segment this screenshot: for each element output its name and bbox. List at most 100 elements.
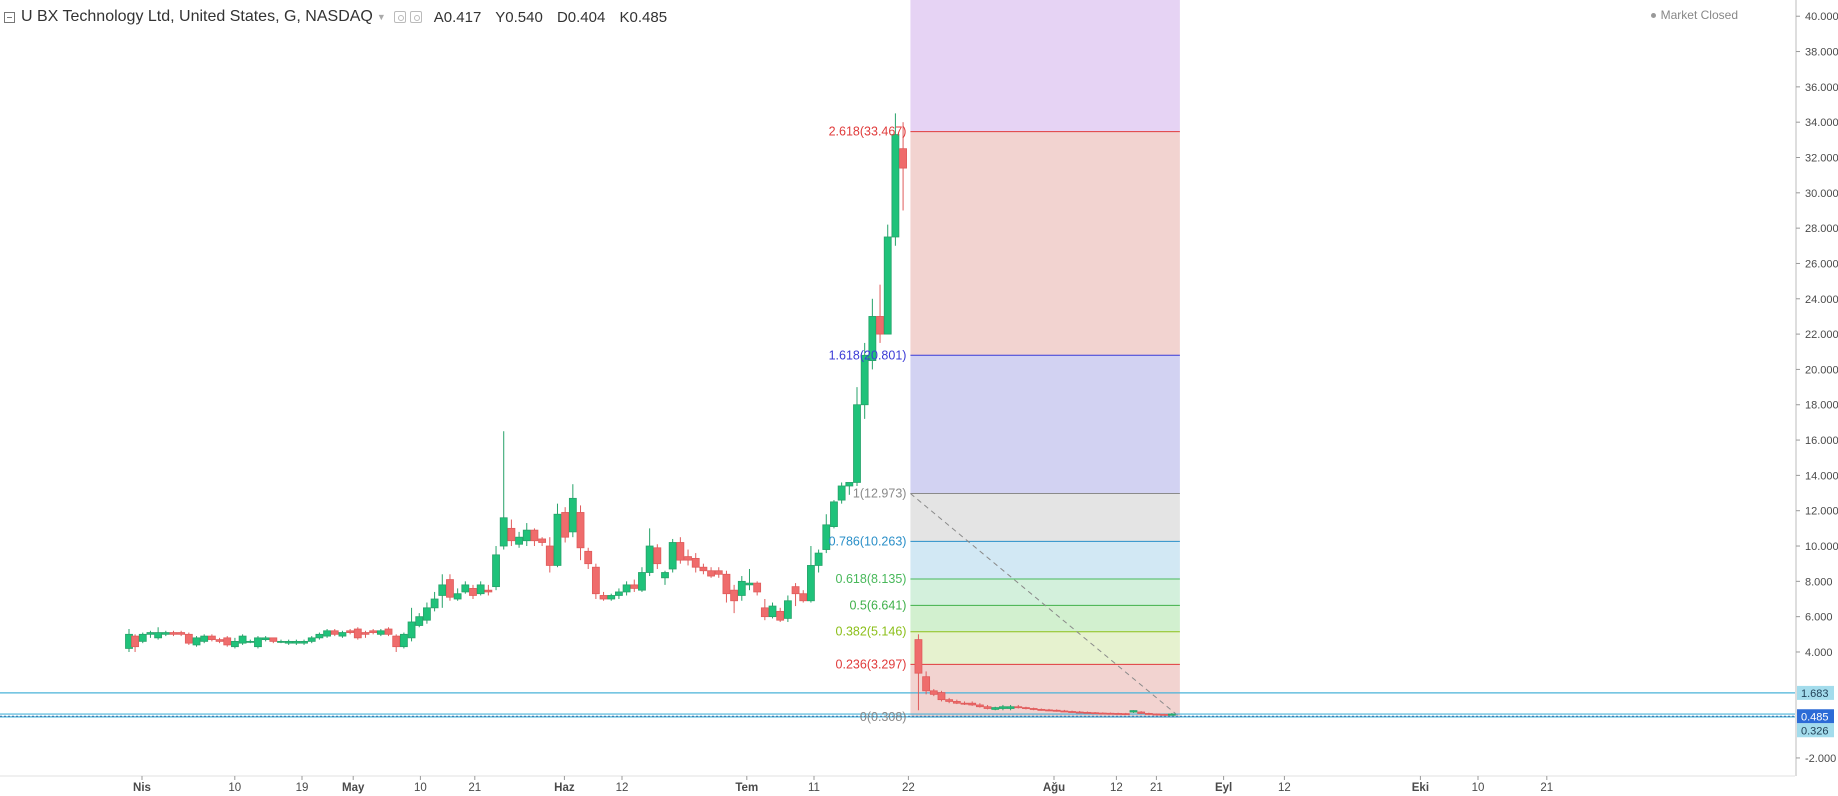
candle[interactable] xyxy=(945,697,954,704)
visibility-icon[interactable] xyxy=(393,11,406,23)
candle[interactable] xyxy=(714,567,723,578)
candle[interactable] xyxy=(737,576,746,601)
candle[interactable] xyxy=(1083,711,1092,714)
candle[interactable] xyxy=(376,629,385,637)
candle[interactable] xyxy=(1152,713,1161,716)
candle[interactable] xyxy=(622,581,631,596)
candle[interactable] xyxy=(200,634,209,644)
candle[interactable] xyxy=(207,634,216,642)
candle[interactable] xyxy=(576,505,585,561)
candle[interactable] xyxy=(876,284,884,343)
candle[interactable] xyxy=(246,639,255,644)
candle[interactable] xyxy=(438,574,447,608)
collapse-icon[interactable] xyxy=(4,11,15,23)
candle[interactable] xyxy=(292,639,301,645)
candle[interactable] xyxy=(1006,704,1015,711)
candle[interactable] xyxy=(676,537,685,564)
candle[interactable] xyxy=(507,519,516,547)
candle[interactable] xyxy=(1121,712,1130,716)
candle[interactable] xyxy=(553,503,562,568)
price-tag[interactable]: 0.326 xyxy=(1797,723,1834,738)
candle[interactable] xyxy=(231,637,239,649)
candle[interactable] xyxy=(776,607,785,622)
candle[interactable] xyxy=(184,632,193,645)
candle[interactable] xyxy=(261,636,270,642)
candle[interactable] xyxy=(1022,706,1030,710)
candle[interactable] xyxy=(330,629,339,637)
candle[interactable] xyxy=(568,484,577,538)
candle[interactable] xyxy=(269,637,278,644)
candle[interactable] xyxy=(545,537,554,573)
candle[interactable] xyxy=(561,507,570,543)
candle[interactable] xyxy=(399,632,408,649)
candle[interactable] xyxy=(883,224,892,335)
candle[interactable] xyxy=(238,634,247,645)
candle[interactable] xyxy=(492,546,500,591)
fibonacci-retracement[interactable] xyxy=(910,0,1181,718)
candle[interactable] xyxy=(415,613,424,628)
candle[interactable] xyxy=(361,630,370,638)
candle[interactable] xyxy=(461,581,470,594)
candle[interactable] xyxy=(1160,713,1169,716)
candle[interactable] xyxy=(446,574,454,601)
candle[interactable] xyxy=(814,549,823,573)
candle[interactable] xyxy=(707,567,715,578)
candle[interactable] xyxy=(914,634,923,711)
candle[interactable] xyxy=(538,537,547,547)
candle[interactable] xyxy=(983,704,992,710)
candle[interactable] xyxy=(161,630,170,637)
candle[interactable] xyxy=(131,634,139,652)
candle[interactable] xyxy=(1060,709,1069,713)
candle[interactable] xyxy=(284,639,293,645)
candle[interactable] xyxy=(300,639,308,645)
candle[interactable] xyxy=(991,706,1000,711)
candle[interactable] xyxy=(591,563,600,599)
candle[interactable] xyxy=(783,595,792,622)
candle[interactable] xyxy=(615,588,623,599)
candle[interactable] xyxy=(645,528,654,577)
candle[interactable] xyxy=(661,570,669,585)
price-tag[interactable]: 1.683 xyxy=(1797,685,1834,700)
candle[interactable] xyxy=(430,591,439,612)
y-axis[interactable]: 40.000 38.000 36.000 34.000 32.000 30.000 28.0… xyxy=(1795,0,1838,796)
candle[interactable] xyxy=(277,639,285,644)
candle[interactable] xyxy=(791,583,800,607)
chevron-down-icon[interactable]: ▼ xyxy=(376,12,386,22)
candle[interactable] xyxy=(1144,712,1153,715)
candle[interactable] xyxy=(684,549,692,566)
candle[interactable] xyxy=(599,591,608,601)
candle[interactable] xyxy=(192,636,201,647)
candle[interactable] xyxy=(952,699,961,705)
candle[interactable] xyxy=(937,690,946,702)
candle[interactable] xyxy=(960,701,969,705)
candle[interactable] xyxy=(760,599,769,621)
candle[interactable] xyxy=(146,630,155,638)
candle[interactable] xyxy=(807,546,815,603)
candle[interactable] xyxy=(254,636,262,649)
candle[interactable] xyxy=(423,602,431,624)
candle[interactable] xyxy=(499,431,508,550)
candle[interactable] xyxy=(407,607,416,642)
candle[interactable] xyxy=(1106,712,1115,715)
candle[interactable] xyxy=(1137,711,1146,714)
candle[interactable] xyxy=(453,588,462,601)
candle[interactable] xyxy=(1014,704,1023,709)
candle[interactable] xyxy=(223,636,232,647)
candle[interactable] xyxy=(691,553,700,573)
candle[interactable] xyxy=(929,689,938,697)
candle[interactable] xyxy=(392,634,401,652)
candle[interactable] xyxy=(630,579,639,592)
candle[interactable] xyxy=(1029,707,1038,711)
candle[interactable] xyxy=(653,544,662,569)
candle[interactable] xyxy=(215,637,224,644)
candle[interactable] xyxy=(530,528,539,547)
candle[interactable] xyxy=(1075,710,1084,714)
candle[interactable] xyxy=(922,671,931,695)
candle[interactable] xyxy=(860,342,869,419)
candle[interactable] xyxy=(1129,710,1138,713)
candle[interactable] xyxy=(138,632,147,644)
candlestick-series[interactable] xyxy=(125,113,1176,716)
candle[interactable] xyxy=(753,581,762,596)
candle[interactable] xyxy=(1068,710,1076,713)
candle[interactable] xyxy=(1114,712,1123,715)
